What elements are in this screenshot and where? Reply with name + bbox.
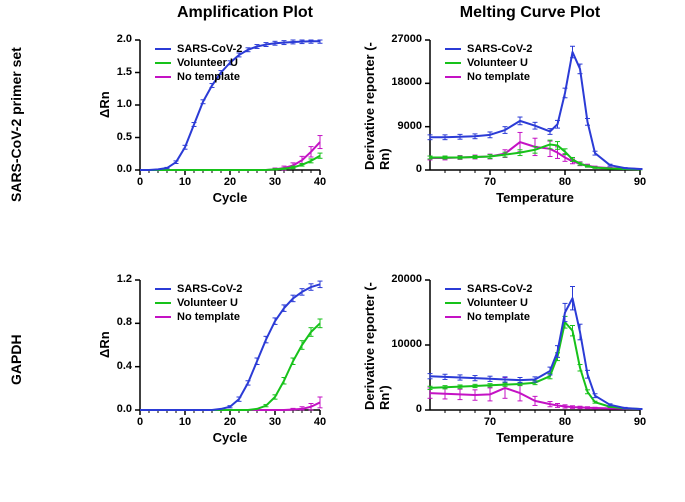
xtick-label: 70: [475, 176, 505, 188]
legend-item: Volunteer U: [155, 296, 242, 310]
legend-label: Volunteer U: [177, 297, 238, 309]
legend-swatch: [445, 76, 461, 78]
xtick-label: 20: [215, 176, 245, 188]
legend-label: Volunteer U: [177, 57, 238, 69]
panel-amp-sars: 0.00.51.01.52.0010203040ΔRnCycleSARS-CoV…: [95, 30, 325, 200]
xtick-label: 40: [305, 176, 335, 188]
xtick-label: 30: [260, 416, 290, 428]
legend-label: Volunteer U: [467, 297, 528, 309]
xtick-label: 80: [550, 416, 580, 428]
row-label-gapdh: GAPDH: [8, 300, 24, 420]
col-title-melt: Melting Curve Plot: [400, 4, 660, 22]
legend-swatch: [445, 288, 461, 290]
legend-label: No template: [177, 311, 240, 323]
xtick-label: 20: [215, 416, 245, 428]
legend-swatch: [155, 302, 171, 304]
xtick-label: 90: [625, 176, 655, 188]
legend-item: No template: [155, 310, 242, 324]
legend-item: Volunteer U: [445, 296, 532, 310]
xtick-label: 10: [170, 176, 200, 188]
xtick-label: 30: [260, 176, 290, 188]
xlabel: Cycle: [140, 190, 320, 205]
legend-item: SARS-CoV-2: [445, 282, 532, 296]
legend: SARS-CoV-2 Volunteer U No template: [445, 42, 532, 84]
legend-label: SARS-CoV-2: [467, 283, 532, 295]
xtick-label: 90: [625, 416, 655, 428]
legend-swatch: [445, 302, 461, 304]
legend-swatch: [445, 316, 461, 318]
xtick-label: 40: [305, 416, 335, 428]
legend-item: SARS-CoV-2: [445, 42, 532, 56]
legend-swatch: [155, 62, 171, 64]
ylabel: ΔRn: [97, 280, 112, 410]
legend-swatch: [155, 316, 171, 318]
legend-swatch: [445, 62, 461, 64]
col-title-amp: Amplification Plot: [130, 4, 360, 22]
legend-label: No template: [467, 71, 530, 83]
row-label-sars: SARS-CoV-2 primer set: [8, 40, 24, 210]
legend: SARS-CoV-2 Volunteer U No template: [445, 282, 532, 324]
legend-item: SARS-CoV-2: [155, 282, 242, 296]
legend-label: Volunteer U: [467, 57, 528, 69]
figure-root: { "layout": { "cols": [ { "title": "Ampl…: [0, 0, 685, 502]
legend-item: No template: [445, 310, 532, 324]
legend-item: No template: [445, 70, 532, 84]
legend: SARS-CoV-2 Volunteer U No template: [155, 282, 242, 324]
xtick-label: 10: [170, 416, 200, 428]
xlabel: Temperature: [430, 430, 640, 445]
legend-swatch: [445, 48, 461, 50]
legend-swatch: [155, 76, 171, 78]
xtick-label: 70: [475, 416, 505, 428]
legend-swatch: [155, 288, 171, 290]
legend-label: SARS-CoV-2: [467, 43, 532, 55]
legend-label: No template: [177, 71, 240, 83]
panel-melt-gapdh: 01000020000708090Derivative reporter (-R…: [360, 270, 660, 440]
legend: SARS-CoV-2 Volunteer U No template: [155, 42, 242, 84]
xlabel: Cycle: [140, 430, 320, 445]
ylabel: ΔRn: [97, 40, 112, 170]
panel-amp-gapdh: 0.00.40.81.2010203040ΔRnCycleSARS-CoV-2V…: [95, 270, 325, 440]
legend-item: Volunteer U: [445, 56, 532, 70]
ylabel: Derivative reporter (-Rn): [362, 40, 392, 170]
legend-label: No template: [467, 311, 530, 323]
xtick-label: 80: [550, 176, 580, 188]
panel-melt-sars: 090001800027000708090Derivative reporter…: [360, 30, 660, 200]
legend-label: SARS-CoV-2: [177, 43, 242, 55]
legend-item: SARS-CoV-2: [155, 42, 242, 56]
legend-swatch: [155, 48, 171, 50]
ylabel: Derivative reporter (-Rn'): [362, 280, 392, 410]
legend-label: SARS-CoV-2: [177, 283, 242, 295]
legend-item: Volunteer U: [155, 56, 242, 70]
xtick-label: 0: [125, 176, 155, 188]
xlabel: Temperature: [430, 190, 640, 205]
legend-item: No template: [155, 70, 242, 84]
xtick-label: 0: [125, 416, 155, 428]
